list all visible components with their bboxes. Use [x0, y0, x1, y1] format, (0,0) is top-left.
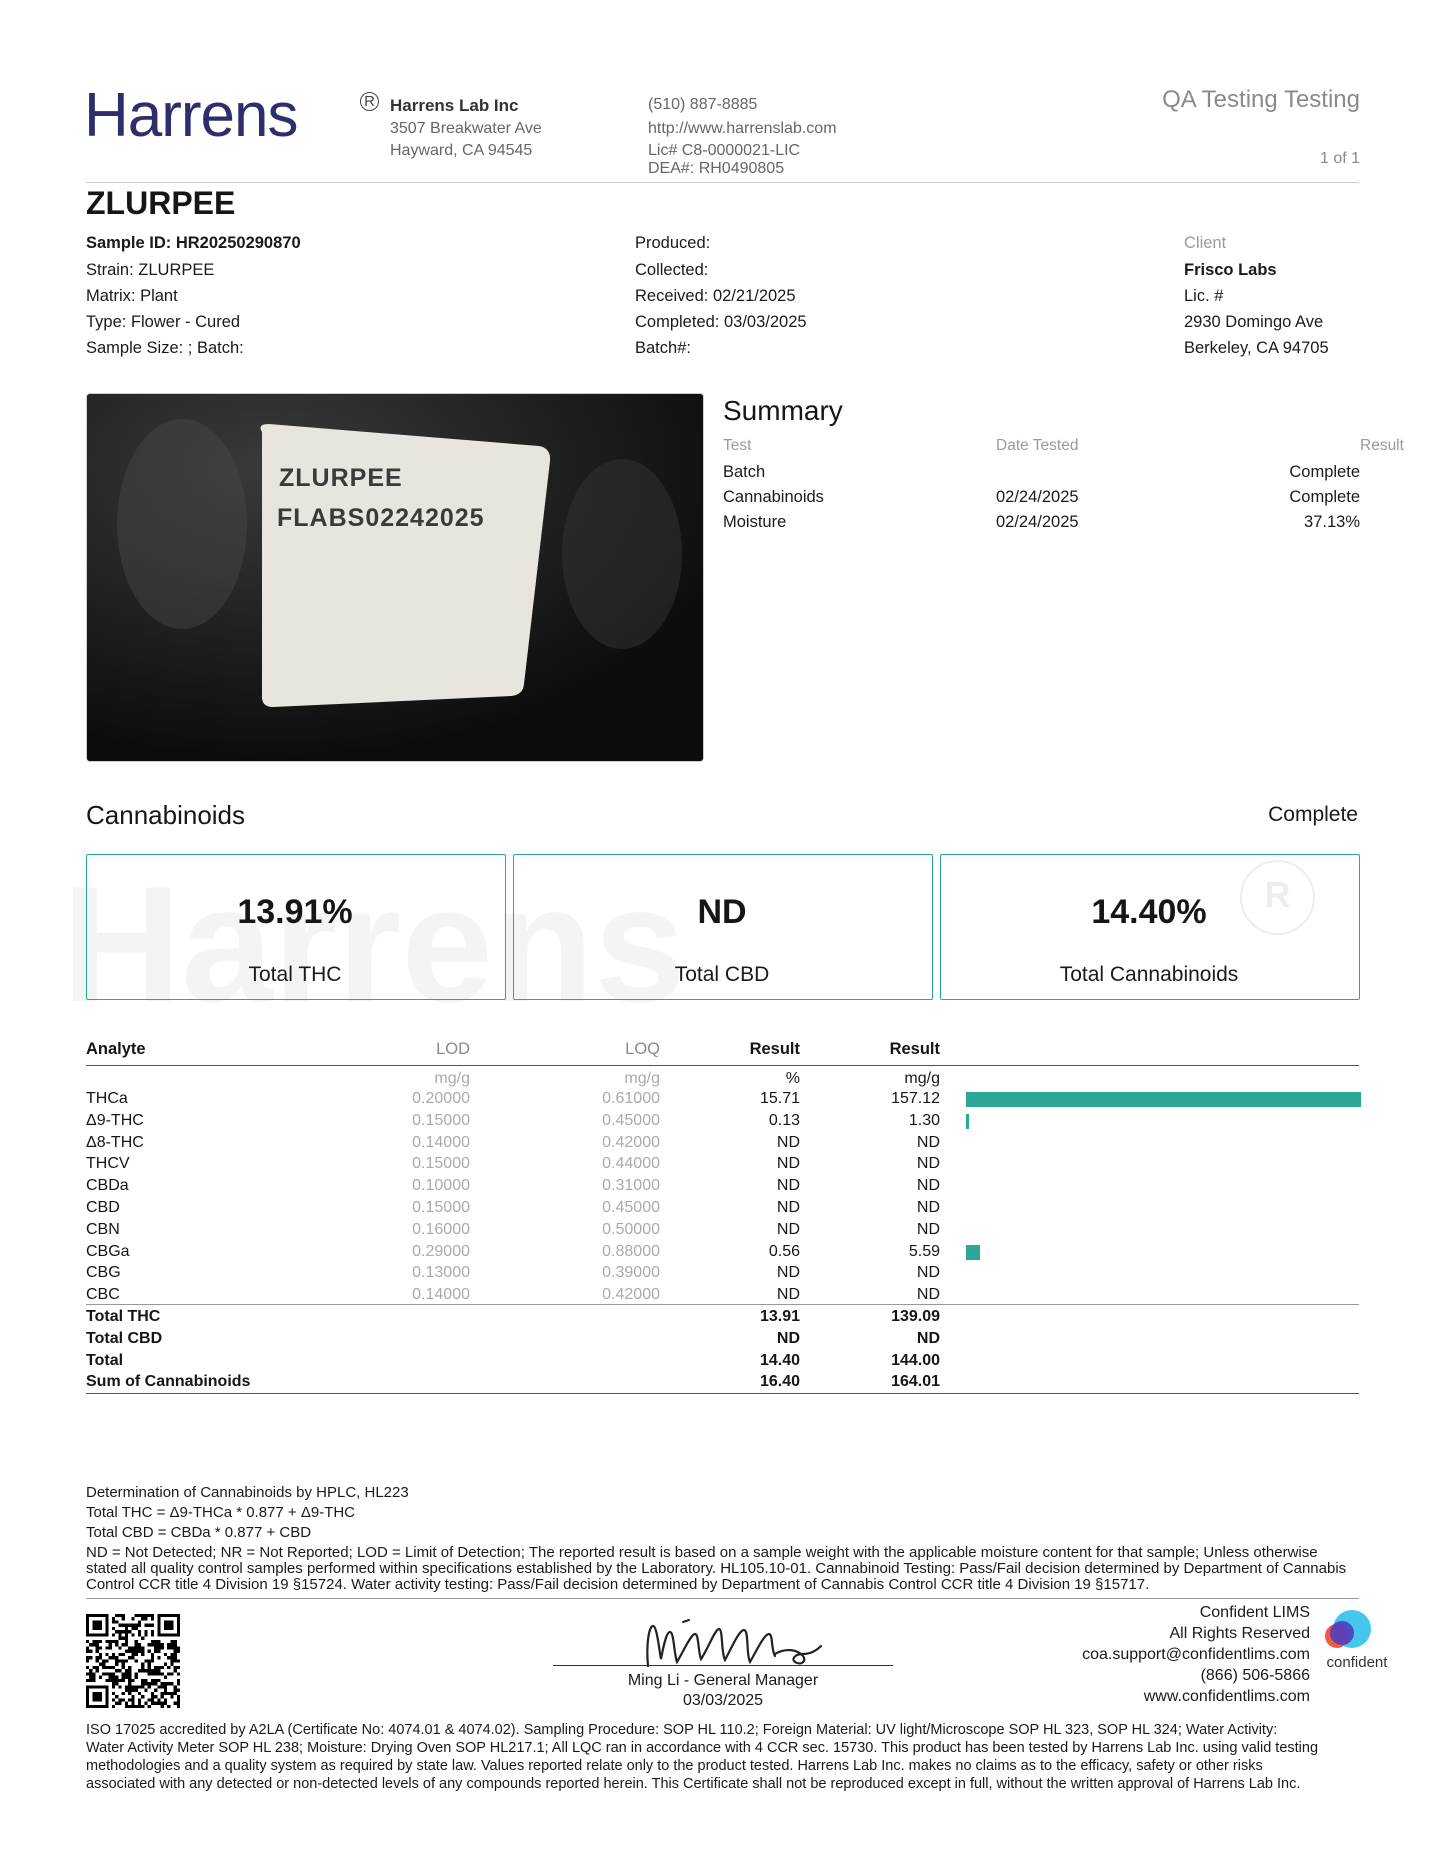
svg-text:FLABS02242025: FLABS02242025 [277, 504, 485, 532]
svg-text:ZLURPEE: ZLURPEE [279, 464, 403, 492]
